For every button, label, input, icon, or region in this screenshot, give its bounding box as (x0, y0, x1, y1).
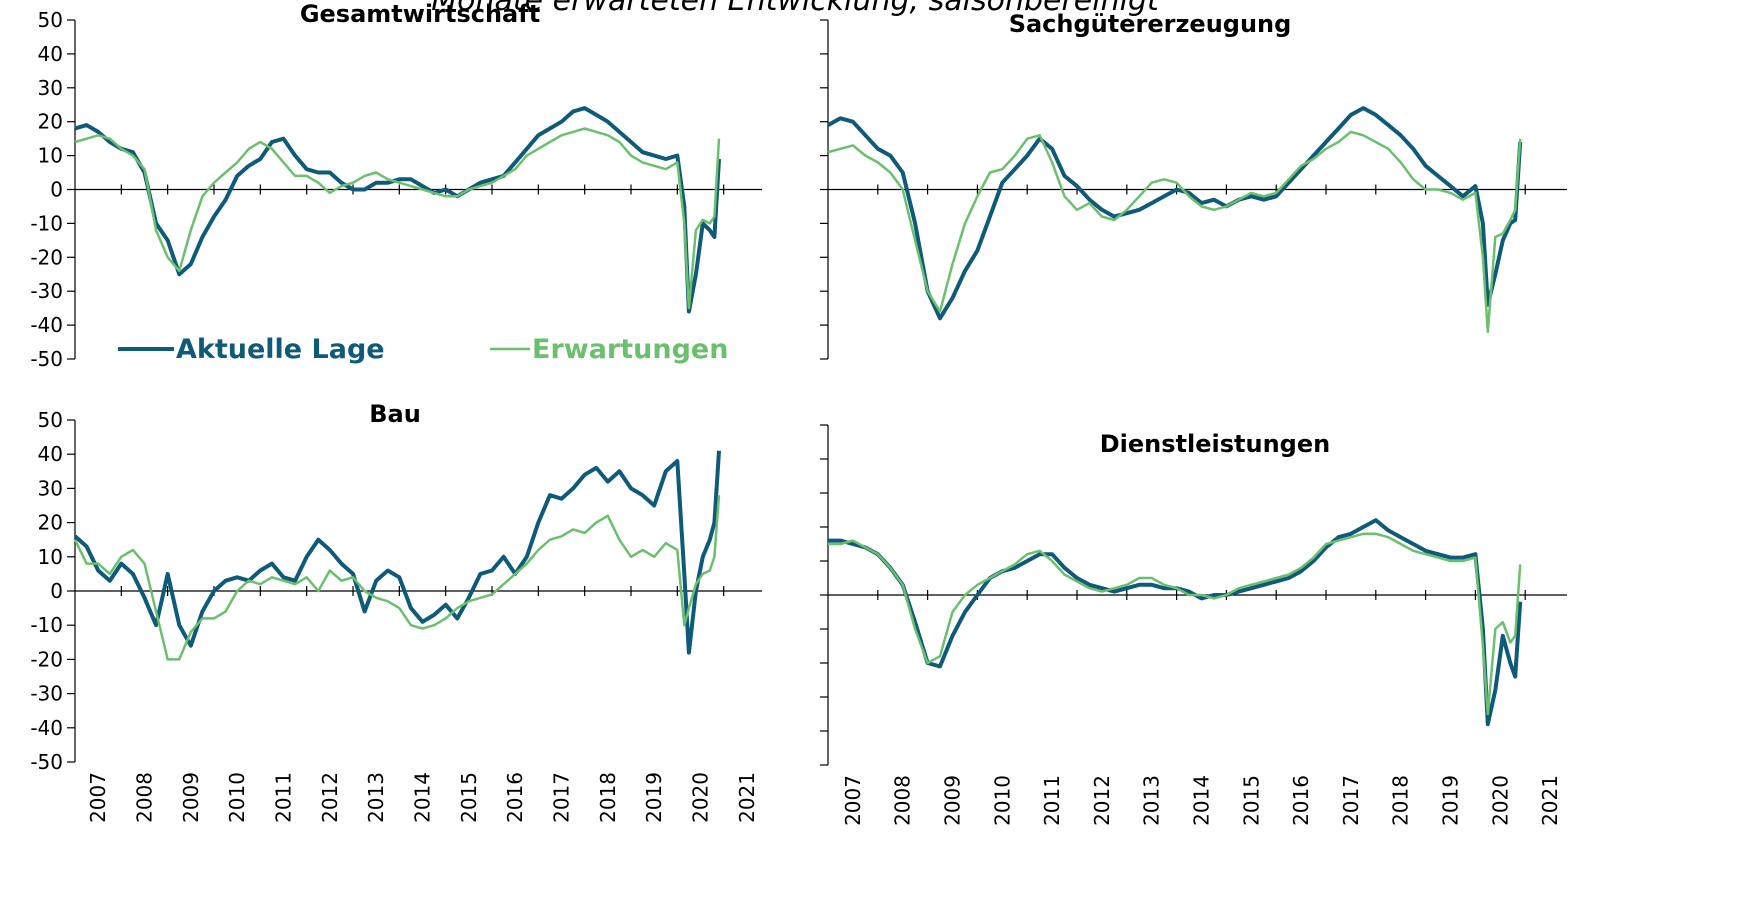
y-tick-label: -10 (30, 211, 63, 235)
x-tick-label: 2011 (1040, 775, 1064, 826)
x-tick-label: 2017 (550, 772, 574, 823)
page-title: Monate erwarteten Entwicklung, saisonber… (431, 0, 1160, 18)
x-tick-label: 2016 (1289, 775, 1313, 826)
x-tick-label: 2021 (735, 772, 759, 823)
x-tick-label: 2009 (941, 775, 965, 826)
x-tick-label: 2011 (272, 772, 296, 823)
y-tick-label: 30 (38, 76, 63, 100)
y-tick-label: 0 (50, 178, 63, 202)
series-line (828, 532, 1522, 716)
y-tick-label: -40 (30, 313, 63, 337)
x-tick-label: 2019 (642, 772, 666, 823)
x-tick-label: 2008 (133, 772, 157, 823)
x-tick-label: 2010 (990, 775, 1014, 826)
y-tick-label: 10 (38, 545, 63, 569)
x-tick-label: 2020 (1488, 775, 1512, 826)
y-tick-label: 30 (38, 476, 63, 500)
x-tick-label: 2010 (225, 772, 249, 823)
y-tick-label: 0 (50, 579, 63, 603)
x-tick-label: 2009 (179, 772, 203, 823)
x-tick-label: 2013 (1140, 775, 1164, 826)
chart-title: Sachgütererzeugung (1009, 10, 1292, 38)
y-tick-label: 40 (38, 442, 63, 466)
y-tick-label: -10 (30, 613, 63, 637)
y-tick-label: -30 (30, 682, 63, 706)
x-tick-label: 2014 (411, 772, 435, 823)
chart-title: Dienstleistungen (1100, 430, 1330, 458)
y-tick-label: -50 (30, 750, 63, 774)
x-tick-label: 2016 (503, 772, 527, 823)
y-tick-label: 50 (38, 8, 63, 32)
y-tick-label: -20 (30, 647, 63, 671)
chart-title: Bau (369, 400, 421, 428)
series-line (827, 106, 1523, 321)
y-tick-label: 20 (38, 110, 63, 134)
x-tick-label: 2007 (841, 775, 865, 826)
y-tick-label: -40 (30, 716, 63, 740)
x-tick-label: 2013 (364, 772, 388, 823)
y-tick-label: 50 (38, 408, 63, 432)
y-tick-label: 10 (38, 144, 63, 168)
series-line (74, 127, 721, 310)
y-tick-label: -20 (30, 245, 63, 269)
series-line (827, 130, 1522, 334)
x-tick-label: 2014 (1190, 775, 1214, 826)
x-tick-label: 2015 (457, 772, 481, 823)
x-tick-label: 2015 (1239, 775, 1263, 826)
legend-label: Erwartungen (532, 334, 728, 365)
y-tick-label: -30 (30, 279, 63, 303)
x-tick-label: 2008 (891, 775, 915, 826)
x-tick-label: 2020 (689, 772, 713, 823)
x-tick-label: 2007 (86, 772, 110, 823)
series-line (73, 495, 721, 661)
y-tick-label: 40 (38, 42, 63, 66)
series-line (74, 106, 721, 314)
y-tick-label: -50 (30, 347, 63, 371)
x-tick-label: 2012 (1090, 775, 1114, 826)
y-tick-label: 20 (38, 511, 63, 535)
chart-title: Gesamtwirtschaft (300, 0, 540, 28)
x-tick-label: 2017 (1339, 775, 1363, 826)
series-line (73, 450, 721, 655)
x-tick-label: 2019 (1439, 775, 1463, 826)
x-tick-label: 2012 (318, 772, 342, 823)
x-tick-label: 2018 (596, 772, 620, 823)
legend-label: Aktuelle Lage (176, 334, 385, 365)
x-tick-label: 2018 (1389, 775, 1413, 826)
x-tick-label: 2021 (1538, 775, 1562, 826)
